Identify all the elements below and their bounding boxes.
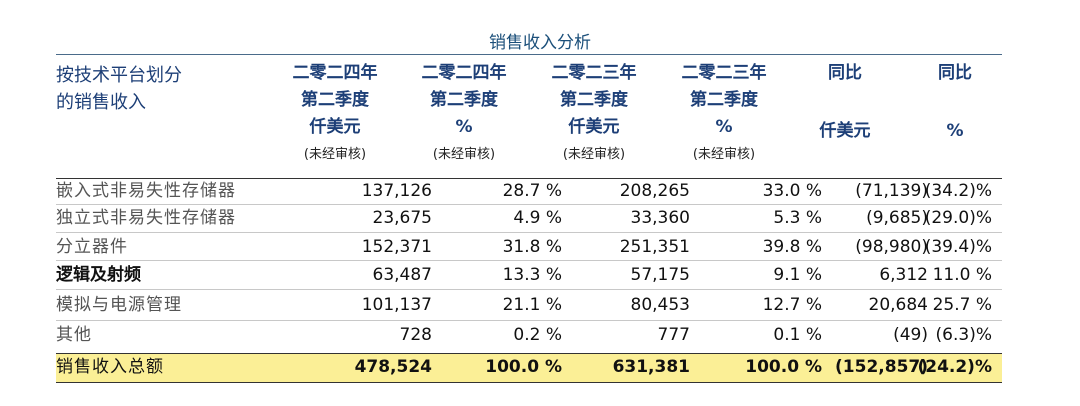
total-2024-q2-usd: 478,524 [354,357,432,377]
column-header-line [790,87,900,114]
cell-2024-q2-pct: 0.2 % [513,325,562,345]
total-row-highlight [56,353,1002,383]
cell-2023-q2-pct: 0.1 % [773,325,822,345]
cell-2024-q2-usd: 101,137 [361,295,432,315]
cell-yoy-pct: (6.3)% [935,325,992,345]
cell-2024-q2-usd: 728 [399,325,432,345]
cell-yoy-usd: (98,980) [855,237,928,257]
column-header-line: 第二季度 [430,90,498,110]
cell-2023-q2-usd: 33,360 [630,208,690,228]
cell-yoy-pct: 25.7 % [932,295,992,315]
column-header-2023-q2-pct: 二零二三年 第二季度 % (未经审核) [664,60,784,168]
unaudited-note: (未经审核) [562,147,626,162]
title-divider [56,54,1002,55]
cell-2023-q2-usd: 777 [657,325,690,345]
cell-2023-q2-usd: 80,453 [630,295,690,315]
cell-2024-q2-usd: 152,371 [361,237,432,257]
total-row: 销售收入总额 478,524 100.0 % 631,381 100.0 % (… [56,354,1002,380]
row-label: 模拟与电源管理 [56,295,182,315]
row-label-header-line-1: 按技术平台划分 [56,65,182,86]
cell-2024-q2-pct: 4.9 % [513,208,562,228]
column-header-2024-q2-usd: 二零二四年 第二季度 仟美元 (未经审核) [275,60,395,168]
table-row: 嵌入式非易失性存储器 137,126 28.7 % 208,265 33.0 %… [56,178,1002,204]
cell-2024-q2-pct: 13.3 % [502,265,562,285]
cell-2023-q2-pct: 39.8 % [762,237,822,257]
cell-yoy-pct: 11.0 % [932,265,992,285]
column-header-line: 同比 [938,63,972,83]
column-header-line: 二零二四年 [421,63,507,83]
column-header-line: 仟美元 [309,117,361,137]
row-divider [56,289,1002,290]
row-label: 其他 [56,325,92,345]
row-label: 嵌入式非易失性存储器 [56,181,236,201]
cell-yoy-pct: (29.0)% [924,208,992,228]
column-header-line: 第二季度 [690,90,758,110]
unaudited-note: (未经审核) [303,147,367,162]
row-label-header: 按技术平台划分 的销售收入 [56,62,182,116]
table-row: 分立器件 152,371 31.8 % 251,351 39.8 % (98,9… [56,234,1002,260]
table-row: 独立式非易失性存储器 23,675 4.9 % 33,360 5.3 % (9,… [56,205,1002,231]
column-header-2024-q2-pct: 二零二四年 第二季度 % (未经审核) [404,60,524,168]
cell-yoy-pct: (34.2)% [924,181,992,201]
column-header-line: 仟美元 [568,117,620,137]
row-divider [56,260,1002,261]
total-yoy-pct: (24.2)% [917,357,992,377]
cell-2023-q2-usd: 208,265 [619,181,690,201]
cell-yoy-usd: (49) [893,325,928,345]
total-label: 销售收入总额 [56,357,164,377]
cell-2024-q2-pct: 31.8 % [502,237,562,257]
cell-2023-q2-pct: 12.7 % [762,295,822,315]
column-header-line: 二零二四年 [292,63,378,83]
table-row: 其他 728 0.2 % 777 0.1 % (49) (6.3)% [56,322,1002,348]
column-header-line [905,87,1005,114]
column-header-line: 二零二三年 [681,63,767,83]
cell-2023-q2-usd: 57,175 [630,265,690,285]
column-header-line: 同比 [828,63,862,83]
cell-2023-q2-pct: 9.1 % [773,265,822,285]
column-header-yoy-pct: 同比 % [905,60,1005,145]
row-label: 分立器件 [56,237,128,257]
total-2023-q2-pct: 100.0 % [745,357,822,377]
row-label: 独立式非易失性存储器 [56,208,236,228]
header-divider [56,178,1002,179]
cell-2024-q2-usd: 63,487 [372,265,432,285]
cell-2024-q2-usd: 23,675 [372,208,432,228]
table-row: 逻辑及射频 63,487 13.3 % 57,175 9.1 % 6,312 1… [56,262,1002,288]
column-header-line: 二零二三年 [551,63,637,83]
cell-2024-q2-usd: 137,126 [361,181,432,201]
column-header-line: 第二季度 [560,90,628,110]
column-header-line: % [946,121,964,141]
row-label-header-line-2: 的销售收入 [56,92,146,113]
table-row: 模拟与电源管理 101,137 21.1 % 80,453 12.7 % 20,… [56,292,1002,318]
row-divider [56,204,1002,205]
total-yoy-usd: (152,857) [835,357,928,377]
cell-yoy-usd: 6,312 [879,265,928,285]
cell-2023-q2-usd: 251,351 [619,237,690,257]
total-2024-q2-pct: 100.0 % [485,357,562,377]
column-header-2023-q2-usd: 二零二三年 第二季度 仟美元 (未经审核) [534,60,654,168]
cell-yoy-usd: (71,139) [855,181,928,201]
cell-2024-q2-pct: 21.1 % [502,295,562,315]
row-divider [56,232,1002,233]
table-title: 销售收入分析 [489,33,591,53]
column-header-line: 第二季度 [301,90,369,110]
cell-2023-q2-pct: 5.3 % [773,208,822,228]
total-2023-q2-usd: 631,381 [612,357,690,377]
cell-yoy-pct: (39.4)% [924,237,992,257]
unaudited-note: (未经审核) [692,147,756,162]
cell-yoy-usd: (9,685) [866,208,928,228]
cell-2024-q2-pct: 28.7 % [502,181,562,201]
row-label: 逻辑及射频 [56,265,141,285]
column-header-line: % [455,117,473,137]
column-header-line: % [715,117,733,137]
row-divider [56,320,1002,321]
cell-2023-q2-pct: 33.0 % [762,181,822,201]
unaudited-note: (未经审核) [432,147,496,162]
cell-yoy-usd: 20,684 [868,295,928,315]
column-header-line: 仟美元 [819,121,871,141]
column-header-yoy-usd: 同比 仟美元 [790,60,900,145]
